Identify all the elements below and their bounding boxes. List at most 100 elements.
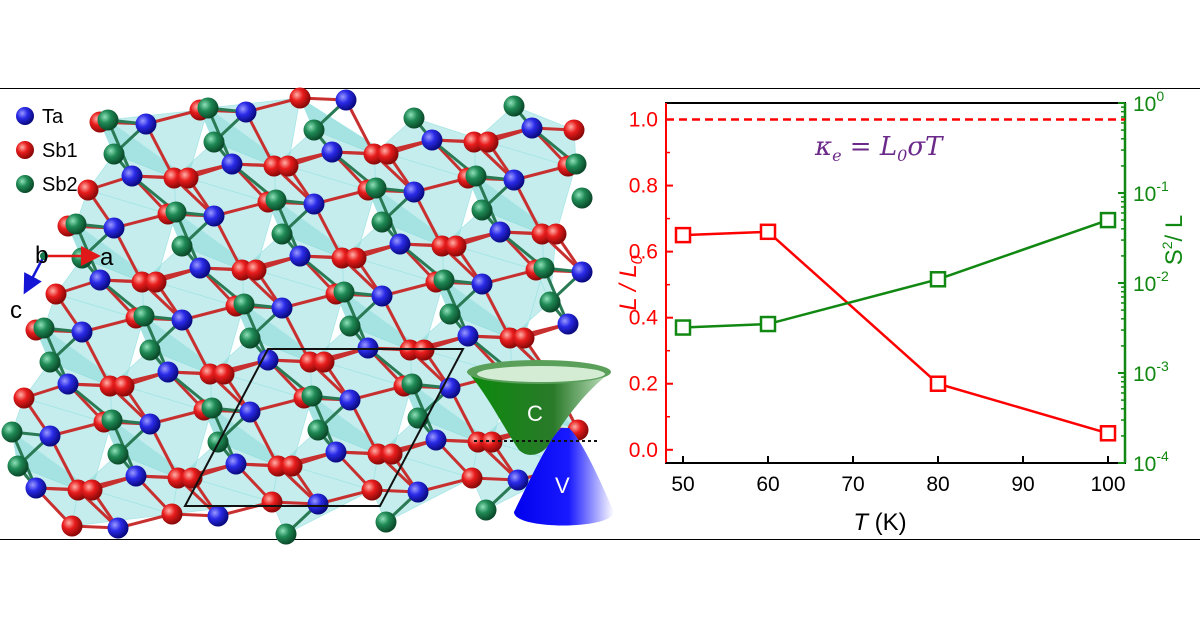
sb1-atom bbox=[445, 235, 467, 257]
crystal-axes: b a c bbox=[10, 242, 114, 324]
unit-cell-outline bbox=[183, 348, 465, 507]
ta-atom bbox=[121, 165, 143, 187]
ta-atom bbox=[189, 257, 211, 279]
sb1-atom bbox=[77, 179, 99, 201]
atom-legend: Ta Sb1 Sb2 bbox=[16, 106, 78, 196]
sb1-atom bbox=[381, 443, 403, 465]
conduction-band-top-inner bbox=[477, 366, 605, 382]
ta-atom bbox=[321, 141, 343, 163]
ta-atom bbox=[307, 493, 329, 515]
sb1-atom bbox=[277, 155, 299, 177]
left-tick-label: 0.8 bbox=[629, 175, 658, 198]
sb2-atom bbox=[139, 339, 161, 361]
top-rule bbox=[0, 88, 1200, 89]
sb2-atom bbox=[475, 499, 497, 521]
sb2-atom bbox=[301, 385, 323, 407]
sb2-atom bbox=[365, 177, 387, 199]
ta-atom bbox=[339, 389, 361, 411]
left-tick-label: 0.2 bbox=[629, 373, 658, 396]
ta-atom bbox=[103, 217, 125, 239]
sb1-atom bbox=[161, 503, 183, 525]
axis-b-label: b bbox=[35, 242, 48, 269]
ta-atom bbox=[325, 441, 347, 463]
sb1-atom bbox=[313, 351, 335, 373]
conduction-band-label: C bbox=[527, 401, 543, 426]
sb1-atom bbox=[13, 387, 35, 409]
x-tick-label: 100 bbox=[1090, 473, 1125, 496]
ta-atom bbox=[225, 453, 247, 475]
right-tick-label: 10-4 bbox=[1133, 448, 1169, 476]
series-markers bbox=[674, 211, 1117, 442]
ta-atom bbox=[403, 181, 425, 203]
ta-atom bbox=[303, 193, 325, 215]
sb1-atom bbox=[281, 455, 303, 477]
sb2-atom bbox=[407, 407, 429, 429]
axis-c-label: c bbox=[10, 297, 22, 324]
sb2-atom bbox=[197, 97, 219, 119]
sb1-atom bbox=[289, 87, 311, 109]
sb2-atom bbox=[65, 213, 87, 235]
l-over-l0-marker bbox=[1099, 425, 1117, 442]
sb1-atom bbox=[361, 479, 383, 501]
ta-atom bbox=[389, 233, 411, 255]
sb1-atom bbox=[61, 515, 83, 537]
ta-atom bbox=[489, 221, 511, 243]
left-tick-label: 0.4 bbox=[629, 307, 659, 330]
sb2-atom bbox=[503, 95, 525, 117]
sb1-atom bbox=[545, 223, 567, 245]
legend-label-ta: Ta bbox=[42, 106, 64, 128]
sb1-atom bbox=[45, 283, 67, 305]
valence-band-cone bbox=[514, 428, 614, 526]
axis-a-label: a bbox=[100, 244, 114, 271]
ta-atom bbox=[507, 469, 529, 491]
sb2-atom bbox=[533, 257, 555, 279]
axis-c-arrow bbox=[23, 255, 46, 295]
sb2-atom bbox=[171, 235, 193, 257]
x-tick-label: 70 bbox=[841, 473, 864, 496]
bottom-rule bbox=[0, 539, 1200, 540]
l-over-l0-marker bbox=[759, 223, 777, 241]
x-axis-label: T (K) bbox=[853, 509, 906, 536]
ta-atom bbox=[421, 129, 443, 151]
sb2-atom bbox=[101, 409, 123, 431]
wiedemann-franz-annotation: κe = L0σT bbox=[814, 132, 944, 165]
sb2-atom bbox=[1, 421, 23, 443]
legend-marker-ta bbox=[16, 107, 34, 125]
ta-atom bbox=[571, 261, 593, 283]
crystal-structure bbox=[1, 87, 593, 545]
axis-b-dot bbox=[40, 252, 48, 260]
sb2-atom bbox=[107, 443, 129, 465]
s2-over-l-marker bbox=[929, 271, 947, 288]
ta-atom bbox=[521, 117, 543, 139]
ta-atom bbox=[25, 477, 47, 499]
left-axis-label: L / L0 bbox=[615, 255, 646, 310]
sb1-atom bbox=[477, 131, 499, 153]
sb2-atom bbox=[471, 199, 493, 221]
ta-atom bbox=[503, 169, 525, 191]
ta-atom bbox=[235, 101, 257, 123]
ta-atom bbox=[203, 205, 225, 227]
s2-over-l-marker bbox=[674, 319, 692, 336]
sb2-atom bbox=[201, 397, 223, 419]
ta-atom bbox=[289, 245, 311, 267]
ta-atom bbox=[89, 269, 111, 291]
sb2-atom bbox=[401, 373, 423, 395]
sb1-atom bbox=[377, 143, 399, 165]
ta-atom bbox=[71, 321, 93, 343]
sb1-atom bbox=[245, 259, 267, 281]
sb2-atom bbox=[7, 455, 29, 477]
ta-atom bbox=[471, 273, 493, 295]
series-s2-over-l-line bbox=[682, 218, 1109, 329]
sb2-atom bbox=[265, 189, 287, 211]
ta-atom bbox=[457, 325, 479, 347]
sb2-atom bbox=[565, 153, 587, 175]
right-tick-label: 10-1 bbox=[1133, 178, 1169, 206]
legend-marker-sb2 bbox=[16, 175, 34, 193]
sb1-atom bbox=[461, 467, 483, 489]
sb2-atom bbox=[271, 223, 293, 245]
series-l-over-l0-line bbox=[682, 230, 1109, 435]
x-ticks: 50 60 70 80 90 100 bbox=[671, 456, 1126, 496]
x-tick-label: 50 bbox=[671, 473, 694, 496]
left-y-ticks: 0.0 0.2 0.4 0.6 0.8 1.0 bbox=[629, 109, 673, 462]
left-tick-label: 0.0 bbox=[629, 439, 658, 462]
